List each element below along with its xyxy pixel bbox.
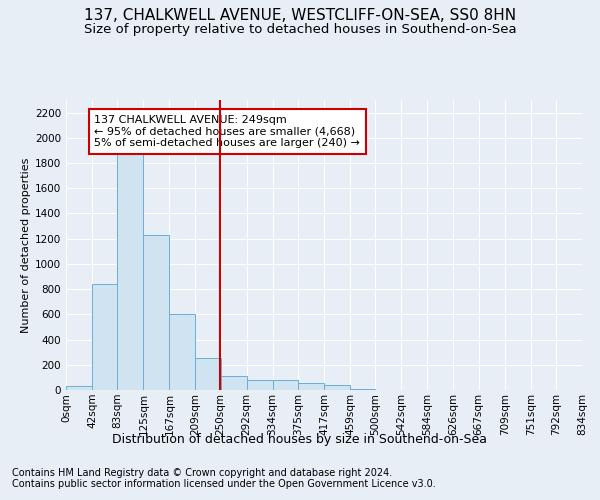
Bar (272, 380, 298, 390)
Bar (324, 385, 350, 390)
Text: 137, CHALKWELL AVENUE, WESTCLIFF-ON-SEA, SS0 8HN: 137, CHALKWELL AVENUE, WESTCLIFF-ON-SEA,… (84, 8, 516, 22)
Bar (196, 358, 221, 390)
Bar (66, 386, 92, 390)
Bar (92, 284, 118, 390)
Bar (247, 380, 272, 390)
Bar (169, 314, 196, 390)
Bar (221, 376, 247, 390)
Text: Distribution of detached houses by size in Southend-on-Sea: Distribution of detached houses by size … (113, 432, 487, 446)
Text: 137 CHALKWELL AVENUE: 249sqm
← 95% of detached houses are smaller (4,668)
5% of : 137 CHALKWELL AVENUE: 249sqm ← 95% of de… (94, 115, 361, 148)
Text: Contains HM Land Registry data © Crown copyright and database right 2024.: Contains HM Land Registry data © Crown c… (12, 468, 392, 477)
Bar (143, 235, 169, 390)
Bar (298, 382, 324, 390)
Text: Contains public sector information licensed under the Open Government Licence v3: Contains public sector information licen… (12, 479, 436, 489)
Bar (118, 154, 143, 390)
Bar (350, 389, 376, 390)
Text: Size of property relative to detached houses in Southend-on-Sea: Size of property relative to detached ho… (83, 22, 517, 36)
Y-axis label: Number of detached properties: Number of detached properties (21, 158, 31, 332)
